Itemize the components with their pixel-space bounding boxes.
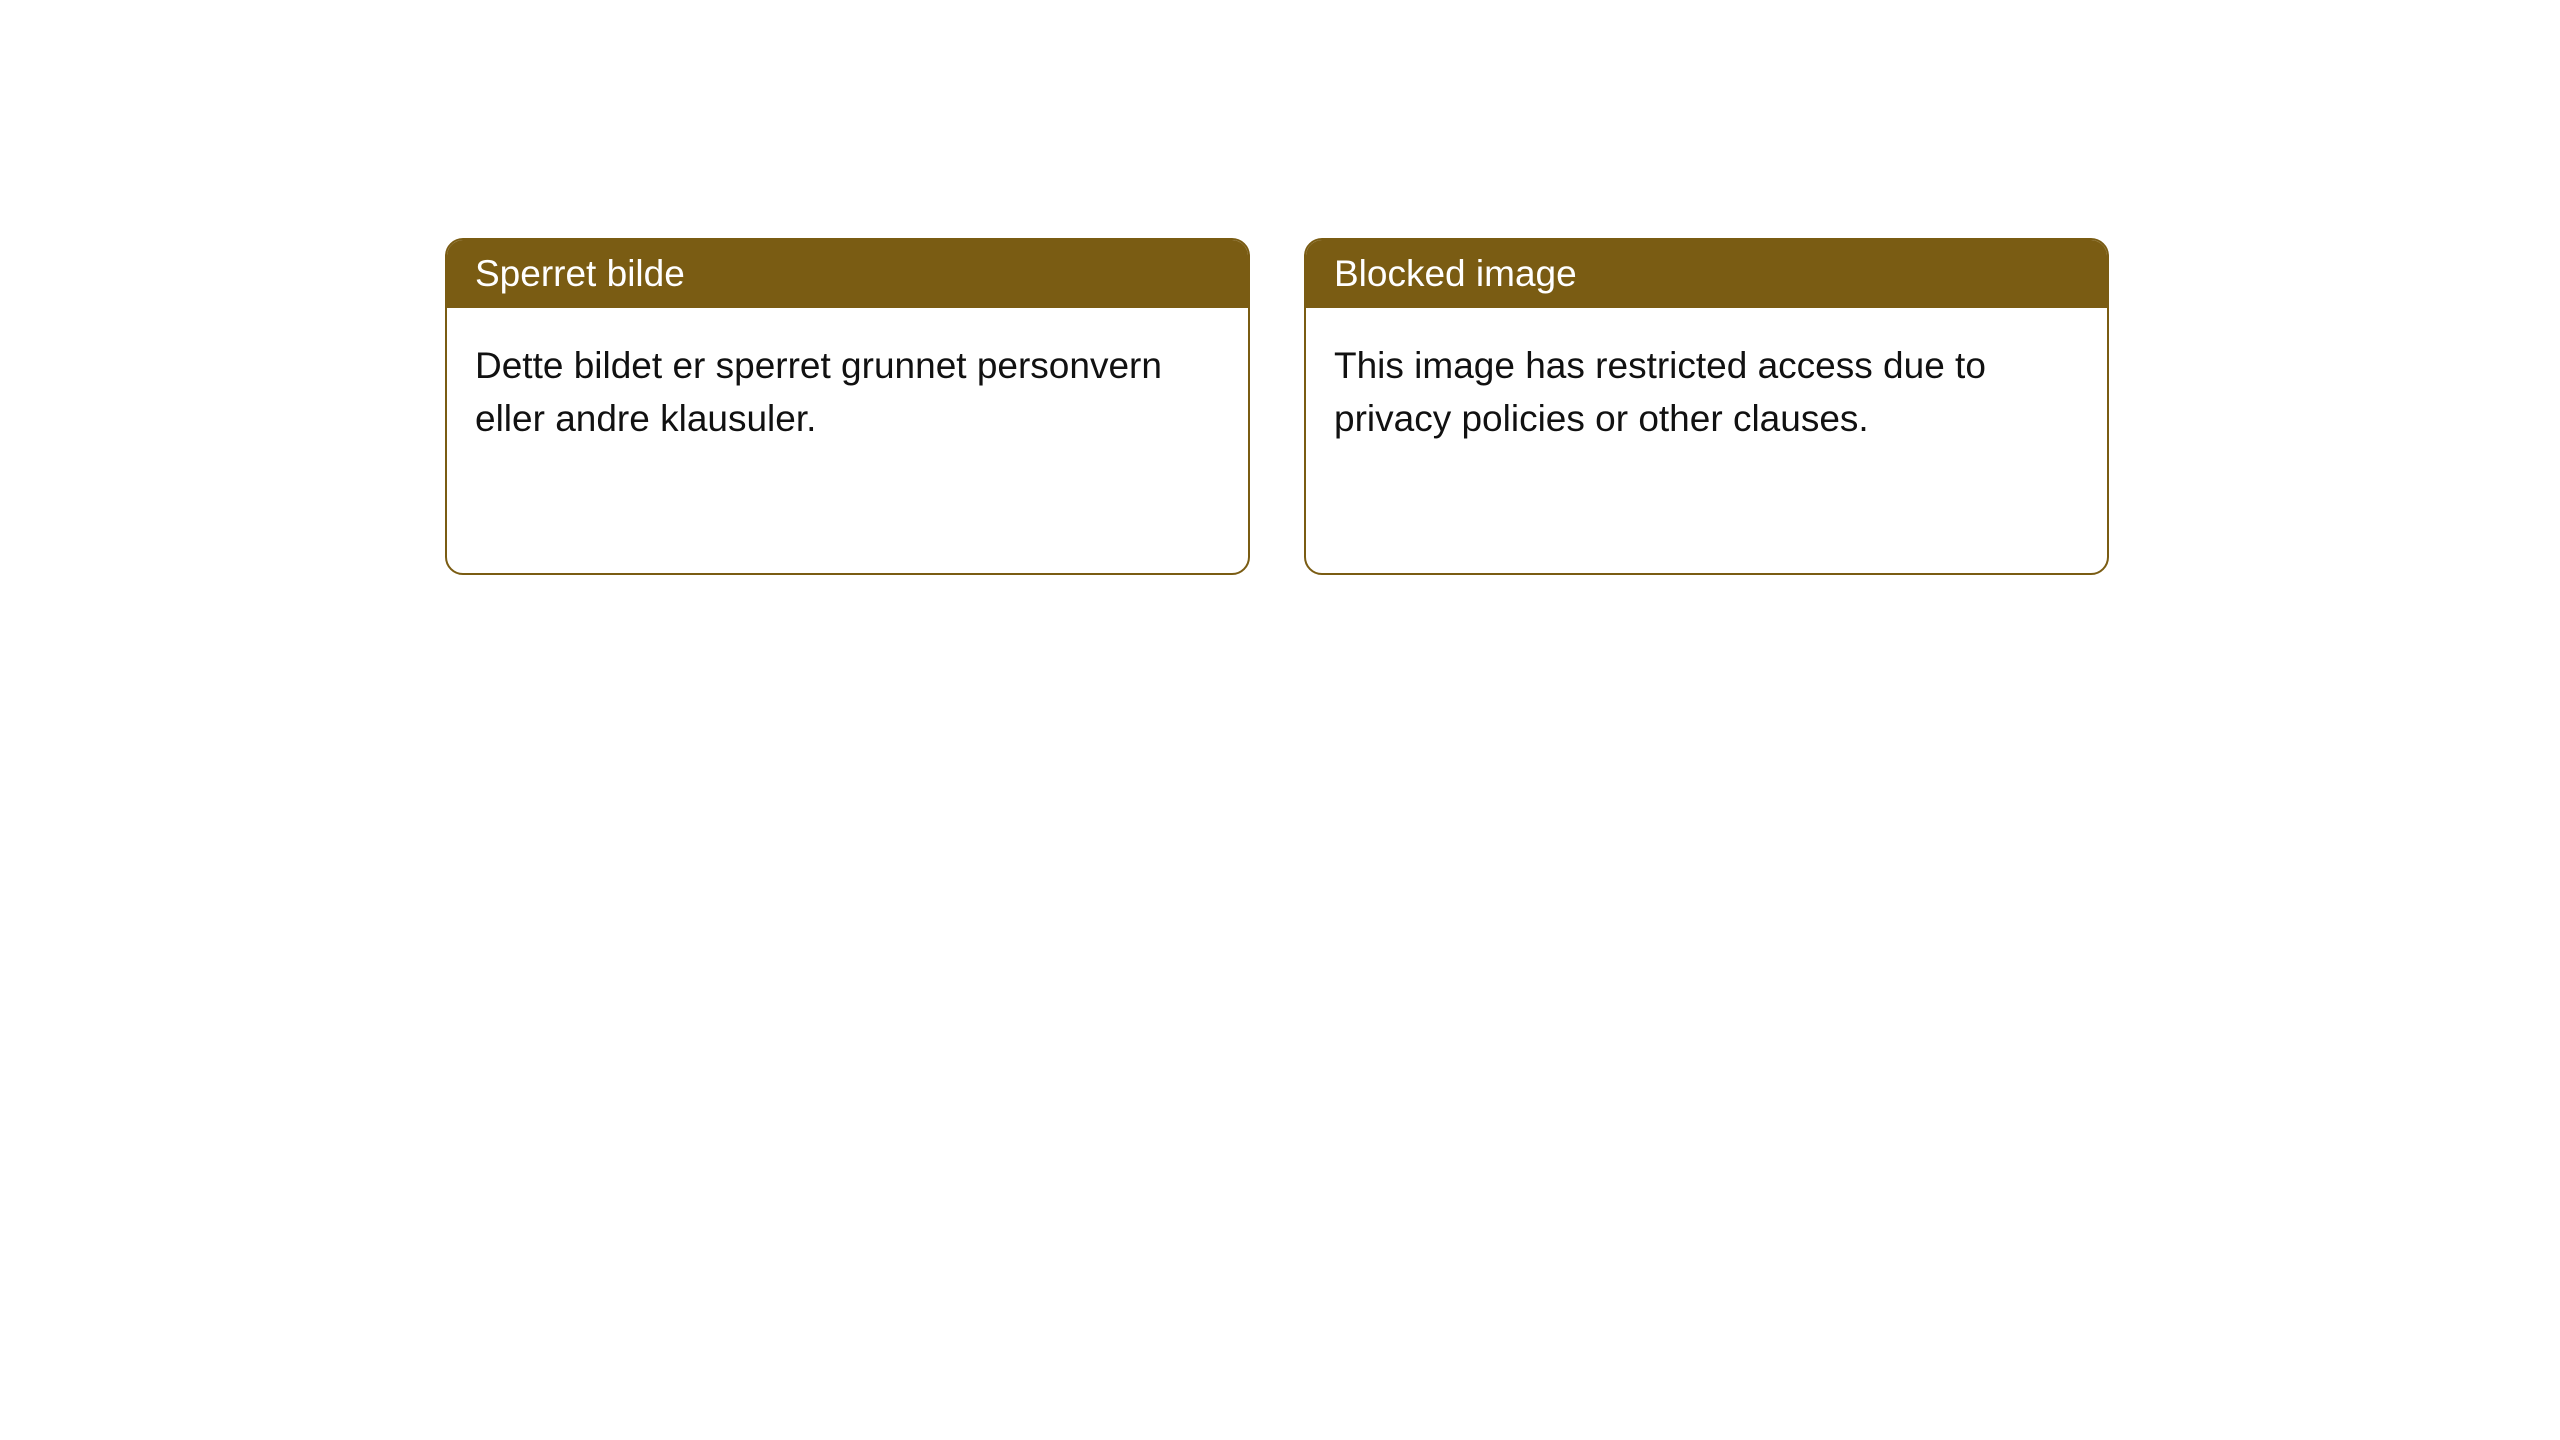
card-header: Sperret bilde [447, 240, 1248, 308]
card-body: Dette bildet er sperret grunnet personve… [447, 308, 1248, 477]
blocked-image-card-en: Blocked image This image has restricted … [1304, 238, 2109, 575]
blocked-image-card-no: Sperret bilde Dette bildet er sperret gr… [445, 238, 1250, 575]
card-header: Blocked image [1306, 240, 2107, 308]
notice-container: Sperret bilde Dette bildet er sperret gr… [0, 0, 2560, 575]
card-body: This image has restricted access due to … [1306, 308, 2107, 477]
